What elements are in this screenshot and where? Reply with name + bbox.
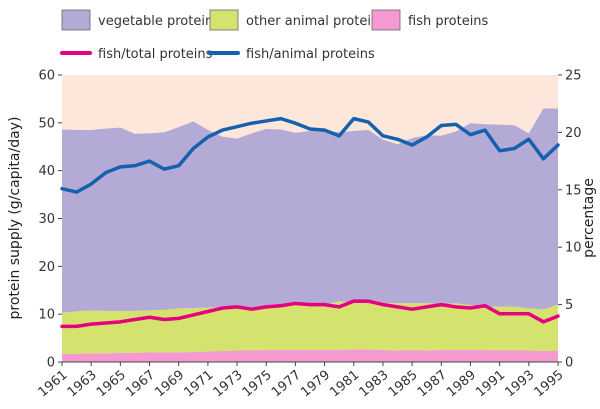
y-axis-title: protein supply (g/capita/day): [7, 117, 23, 320]
x-tick-label: 1989: [444, 368, 479, 401]
x-tick-label: 1961: [36, 368, 71, 401]
y-tick-label: 40: [38, 164, 55, 179]
y2-tick-label: 10: [565, 241, 582, 256]
x-tick-label: 1985: [386, 368, 421, 401]
y-tick-label: 50: [38, 116, 55, 131]
x-tick-label: 1975: [240, 368, 275, 401]
y-tick-label: 30: [38, 212, 55, 227]
y2-tick-label: 5: [565, 298, 573, 313]
x-tick-label: 1993: [502, 368, 537, 401]
y2-tick-label: 25: [565, 69, 582, 84]
legend-label-other-animal-proteins: other animal proteins: [246, 14, 386, 29]
legend-label-vegetable-proteins: vegetable proteins: [98, 14, 220, 29]
x-tick-label: 1979: [298, 368, 333, 401]
x-tick-label: 1991: [473, 368, 508, 401]
line-fish-total-proteins: [60, 299, 560, 329]
line-fish-animal-proteins: [60, 116, 560, 194]
legend: vegetable proteins other animal proteins f…: [60, 9, 489, 62]
x-tick-label: 1969: [152, 368, 187, 401]
y2-tick-label: 20: [565, 126, 582, 141]
y-tick-label: 0: [47, 356, 55, 371]
x-tick-label: 1977: [269, 368, 304, 401]
y-tick-label: 60: [38, 69, 55, 84]
y-tick-label: 10: [38, 308, 55, 323]
legend-label-fish-proteins: fish proteins: [408, 14, 489, 29]
y-tick-label: 20: [38, 260, 55, 275]
y2-tick-label: 15: [565, 183, 582, 198]
legend-label-fish-total-proteins: fish/total proteins: [98, 47, 213, 62]
legend-swatch-fish-proteins: [371, 9, 401, 31]
line-series: [60, 116, 560, 329]
legend-label-fish-animal-proteins: fish/animal proteins: [246, 47, 375, 62]
stacked-areas: [62, 108, 558, 362]
x-tick-label: 1971: [181, 368, 216, 401]
x-tick-label: 1981: [327, 368, 362, 401]
area-other-animal-proteins: [62, 301, 558, 354]
x-tick-label: 1983: [357, 368, 392, 401]
x-tick-label: 1963: [65, 368, 100, 401]
x-tick-label: 1995: [532, 368, 567, 401]
legend-swatch-vegetable-proteins: [61, 9, 91, 31]
x-tick-label: 1987: [415, 368, 450, 401]
area-fish-proteins: [62, 349, 558, 362]
x-tick-label: 1967: [123, 368, 158, 401]
y2-axis-title: percentage: [581, 178, 597, 258]
x-tick-label: 1965: [94, 368, 129, 401]
legend-swatch-other-animal-proteins: [209, 9, 239, 31]
x-tick-label: 1973: [211, 368, 246, 401]
area-vegetable-proteins: [62, 108, 558, 313]
y2-tick-label: 0: [565, 356, 573, 371]
